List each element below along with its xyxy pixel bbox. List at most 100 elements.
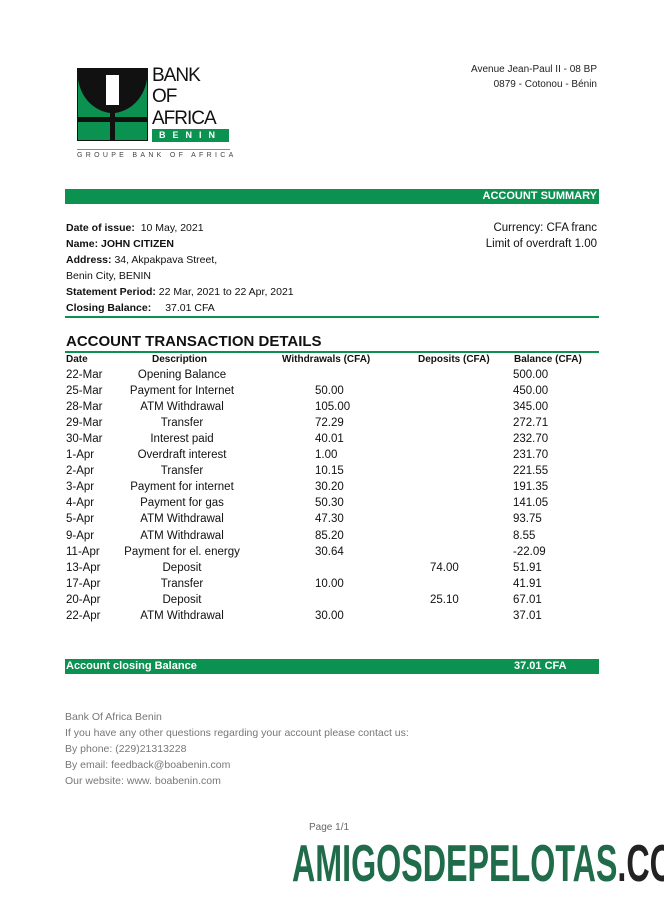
page-number: Page 1/1 [309, 822, 350, 833]
closing-label: Account closing Balance [66, 660, 197, 672]
table-row: 25-Mar Payment for Internet 50.00 450.00 [0, 385, 664, 401]
currency: Currency: CFA franc [493, 222, 597, 234]
column-header: Description [152, 354, 208, 365]
divider [65, 316, 599, 318]
balance-cell: 51.91 [513, 561, 542, 574]
footer-line: Our website: www. boabenin.com [65, 775, 221, 787]
withdrawal-cell: 47.30 [315, 513, 344, 526]
column-header: Balance (CFA) [514, 354, 582, 365]
address: Address: 34, Akpakpava Street, [66, 252, 294, 268]
table-row: 4-Apr Payment for gas 50.30 141.05 [0, 497, 664, 513]
table-row: 30-Mar Interest paid 40.01 232.70 [0, 433, 664, 449]
balance-cell: 345.00 [513, 401, 549, 414]
customer-name: Name: JOHN CITIZEN [66, 236, 294, 252]
column-header: Date [66, 354, 88, 365]
balance-cell: 500.00 [513, 369, 549, 381]
withdrawal-cell: 10.00 [315, 577, 344, 590]
footer-line: By email: feedback@boabenin.com [65, 759, 231, 771]
table-row: 9-Apr ATM Withdrawal 85.20 8.55 [0, 530, 664, 546]
contact-info: Bank Of Africa Benin If you have any oth… [65, 709, 409, 789]
date-cell: 22-Mar [66, 369, 103, 381]
withdrawal-cell: 72.29 [315, 417, 344, 430]
closing-balance: Closing Balance: 37.01 CFA [66, 300, 294, 316]
table-row: 17-Apr Transfer 10.00 41.91 [0, 578, 664, 594]
logo-line: AFRICA [152, 107, 217, 129]
column-header: Withdrawals (CFA) [282, 354, 371, 365]
date-cell: 30-Mar [66, 433, 103, 446]
description-cell: Opening Balance [137, 369, 227, 381]
deposit-cell: 25.10 [430, 593, 459, 606]
description-cell: ATM Withdrawal [140, 609, 224, 622]
description-cell: Overdraft interest [137, 449, 227, 462]
divider [65, 351, 599, 353]
logo-line: BANK [152, 65, 201, 86]
description-cell: ATM Withdrawal [140, 529, 224, 542]
column-header: Deposits (CFA) [418, 354, 490, 365]
value: 37.01 CFA [165, 302, 215, 314]
footer-line: Bank Of Africa Benin [65, 711, 162, 723]
date-cell: 9-Apr [66, 529, 95, 542]
watermark: AMIGOSDEPELOTAS.COM [292, 834, 664, 894]
bank-logo-icon [77, 68, 148, 141]
date-cell: 4-Apr [66, 497, 95, 510]
date-cell: 29-Mar [66, 417, 103, 430]
date-cell: 5-Apr [66, 513, 95, 526]
balance-cell: -22.09 [513, 545, 546, 558]
description-cell: Payment for Internet [129, 385, 235, 398]
group-name: GROUPE BANK OF AFRICA [77, 152, 237, 159]
value: 34, Akpakpava Street, [114, 254, 218, 266]
table-row: 2-Apr Transfer 10.15 221.55 [0, 465, 664, 481]
balance-cell: 450.00 [513, 385, 549, 398]
date-cell: 20-Apr [66, 593, 101, 606]
date-cell: 25-Mar [66, 385, 103, 398]
withdrawal-cell: 105.00 [315, 401, 351, 414]
withdrawal-cell: 10.15 [315, 465, 344, 478]
date-of-issue: Date of issue: 10 May, 2021 [66, 220, 294, 236]
label: Address: [66, 254, 112, 266]
bank-address: Avenue Jean-Paul II - 08 BP 0879 - Coton… [471, 62, 597, 92]
table-row: 11-Apr Payment for el. energy 30.64 -22.09 [0, 546, 664, 562]
table-row: 13-Apr Deposit 74.00 51.91 [0, 562, 664, 578]
withdrawal-cell: 85.20 [315, 529, 344, 542]
description-cell: ATM Withdrawal [140, 513, 224, 526]
date-cell: 2-Apr [66, 465, 95, 478]
description-cell: Transfer [160, 577, 204, 590]
balance-cell: 37.01 [513, 609, 542, 622]
logo-country: BENIN [152, 129, 229, 142]
balance-cell: 231.70 [513, 449, 549, 462]
withdrawal-cell: 50.00 [315, 385, 344, 398]
withdrawal-cell: 30.64 [315, 545, 344, 558]
date-cell: 13-Apr [66, 561, 101, 574]
deposit-cell: 74.00 [430, 561, 459, 574]
withdrawal-cell: 30.20 [315, 481, 344, 494]
footer-line: If you have any other questions regardin… [65, 727, 409, 739]
table-row: 22-Apr ATM Withdrawal 30.00 37.01 [0, 610, 664, 626]
statement-period: Statement Period: 22 Mar, 2021 to 22 Apr… [66, 284, 294, 300]
balance-cell: 232.70 [513, 433, 549, 446]
footer-line: By phone: (229)21313228 [65, 743, 187, 755]
label: Name: [66, 238, 99, 250]
balance-cell: 272.71 [513, 417, 549, 430]
table-row: 22-Mar Opening Balance 500.00 [0, 369, 664, 385]
bank-logo-text: BANK OF AFRICA [152, 65, 217, 129]
description-cell: ATM Withdrawal [140, 401, 224, 414]
address-line: 0879 - Cotonou - Bénin [493, 79, 597, 90]
watermark-suffix: .COM [617, 835, 664, 893]
description-cell: Transfer [160, 417, 204, 430]
address-line: Avenue Jean-Paul II - 08 BP [470, 64, 597, 75]
withdrawal-cell: 1.00 [315, 449, 338, 462]
address-line2: Benin City, BENIN [66, 270, 151, 282]
date-cell: 11-Apr [66, 545, 100, 558]
watermark-main: AMIGOSDEPELOTAS [292, 835, 618, 893]
description-cell: Deposit [162, 593, 202, 606]
table-row: 3-Apr Payment for internet 30.20 191.35 [0, 481, 664, 497]
description-cell: Deposit [162, 561, 202, 574]
date-cell: 28-Mar [66, 401, 103, 414]
value: JOHN CITIZEN [101, 238, 174, 250]
table-row: 1-Apr Overdraft interest 1.00 231.70 [0, 449, 664, 465]
description-cell: Payment for gas [140, 497, 224, 510]
date-cell: 22-Apr [66, 609, 101, 622]
description-cell: Payment for internet [130, 481, 234, 494]
withdrawal-cell: 40.01 [315, 433, 344, 446]
